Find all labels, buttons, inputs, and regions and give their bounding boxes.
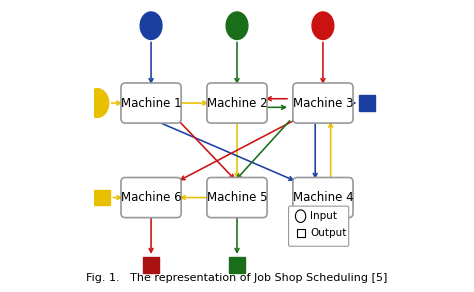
Text: Machine 6: Machine 6 — [121, 191, 182, 204]
Ellipse shape — [140, 12, 162, 39]
FancyBboxPatch shape — [207, 178, 267, 218]
Text: Input: Input — [310, 211, 337, 221]
Ellipse shape — [312, 12, 334, 39]
Text: Fig. 1.   The representation of Job Shop Scheduling [5]: Fig. 1. The representation of Job Shop S… — [86, 273, 388, 283]
FancyBboxPatch shape — [121, 83, 181, 123]
FancyBboxPatch shape — [289, 206, 349, 246]
Text: Machine 4: Machine 4 — [292, 191, 353, 204]
Text: Machine 3: Machine 3 — [292, 97, 353, 110]
Bar — [297, 229, 305, 237]
Ellipse shape — [226, 12, 248, 39]
Text: Output: Output — [310, 228, 346, 238]
Bar — [229, 257, 245, 273]
Bar — [143, 257, 159, 273]
FancyBboxPatch shape — [121, 178, 181, 218]
FancyBboxPatch shape — [207, 83, 267, 123]
FancyBboxPatch shape — [293, 83, 353, 123]
Text: Machine 5: Machine 5 — [207, 191, 267, 204]
Ellipse shape — [86, 89, 109, 117]
Text: Machine 1: Machine 1 — [121, 97, 182, 110]
Bar — [359, 95, 375, 111]
FancyBboxPatch shape — [293, 178, 353, 218]
Bar — [94, 190, 110, 206]
Text: Machine 2: Machine 2 — [207, 97, 267, 110]
